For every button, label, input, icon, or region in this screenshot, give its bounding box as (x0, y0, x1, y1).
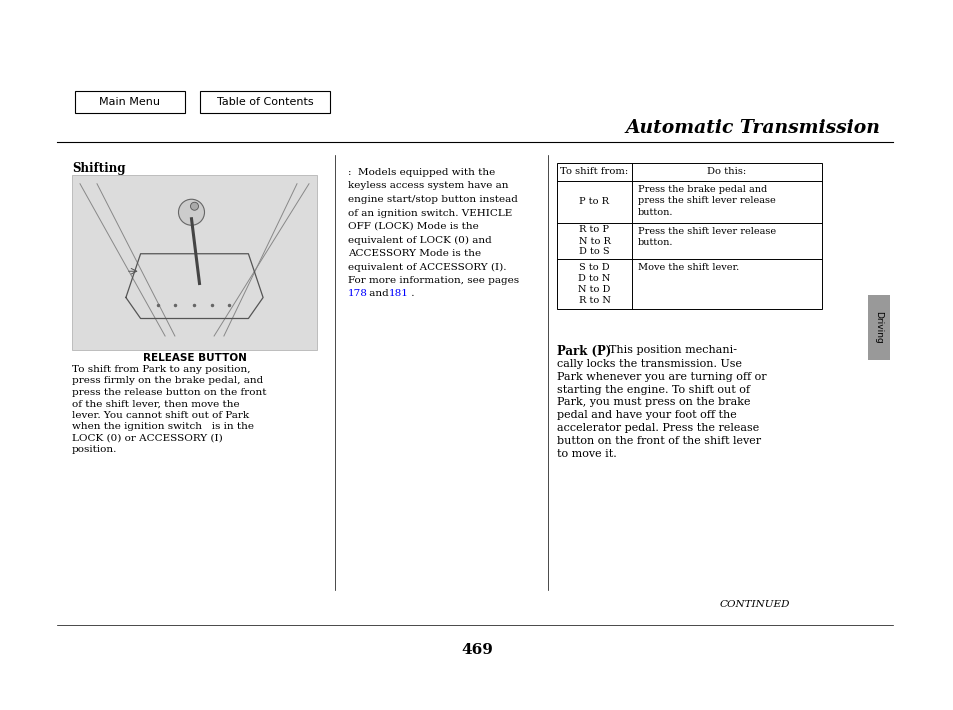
Circle shape (178, 200, 204, 225)
Text: Shifting: Shifting (71, 162, 126, 175)
Text: OFF (LOCK) Mode is the: OFF (LOCK) Mode is the (348, 222, 478, 231)
Text: Press the brake pedal and
press the shift lever release
button.: Press the brake pedal and press the shif… (638, 185, 775, 217)
Circle shape (191, 202, 198, 210)
FancyBboxPatch shape (867, 295, 889, 360)
Text: S to D: S to D (578, 263, 609, 272)
FancyBboxPatch shape (200, 91, 330, 113)
Text: 181: 181 (389, 290, 409, 298)
Text: N to D: N to D (578, 285, 610, 294)
Text: For more information, see pages: For more information, see pages (348, 276, 518, 285)
FancyBboxPatch shape (557, 163, 821, 309)
FancyBboxPatch shape (75, 91, 185, 113)
Text: of an ignition switch. VEHICLE: of an ignition switch. VEHICLE (348, 209, 512, 217)
Text: Automatic Transmission: Automatic Transmission (624, 119, 879, 137)
Text: 178: 178 (348, 290, 368, 298)
FancyBboxPatch shape (71, 175, 316, 350)
Text: equivalent of ACCESSORY (I).: equivalent of ACCESSORY (I). (348, 263, 506, 272)
Text: P to R: P to R (578, 197, 609, 207)
Text: Do this:: Do this: (706, 168, 746, 177)
Text: and: and (366, 290, 392, 298)
Text: Main Menu: Main Menu (99, 97, 160, 107)
Text: cally locks the transmission. Use
Park whenever you are turning off or
starting : cally locks the transmission. Use Park w… (557, 359, 766, 459)
Text: N to R: N to R (578, 236, 610, 246)
Text: R to N: R to N (578, 296, 610, 305)
Text: To shift from:: To shift from: (559, 168, 628, 177)
Text: D to N: D to N (578, 274, 610, 283)
Text: Driving: Driving (874, 311, 882, 344)
Text: To shift from Park to any position,
press firmly on the brake pedal, and
press t: To shift from Park to any position, pres… (71, 365, 266, 454)
Text: Move the shift lever.: Move the shift lever. (638, 263, 739, 272)
Text: CONTINUED: CONTINUED (719, 600, 789, 609)
Text: :  Models equipped with the: : Models equipped with the (348, 168, 495, 177)
Text: keyless access system have an: keyless access system have an (348, 182, 508, 190)
Text: Press the shift lever release
button.: Press the shift lever release button. (638, 227, 776, 248)
Text: This position mechani-: This position mechani- (608, 345, 737, 355)
Text: engine start/stop button instead: engine start/stop button instead (348, 195, 517, 204)
Text: Park (P): Park (P) (557, 345, 611, 358)
Text: equivalent of LOCK (0) and: equivalent of LOCK (0) and (348, 236, 491, 245)
Text: ACCESSORY Mode is the: ACCESSORY Mode is the (348, 249, 480, 258)
Text: D to S: D to S (578, 248, 609, 256)
Text: Table of Contents: Table of Contents (216, 97, 313, 107)
Text: .: . (408, 290, 414, 298)
Text: 469: 469 (460, 643, 493, 657)
Text: RELEASE BUTTON: RELEASE BUTTON (142, 353, 246, 363)
Text: R to P: R to P (578, 226, 609, 234)
